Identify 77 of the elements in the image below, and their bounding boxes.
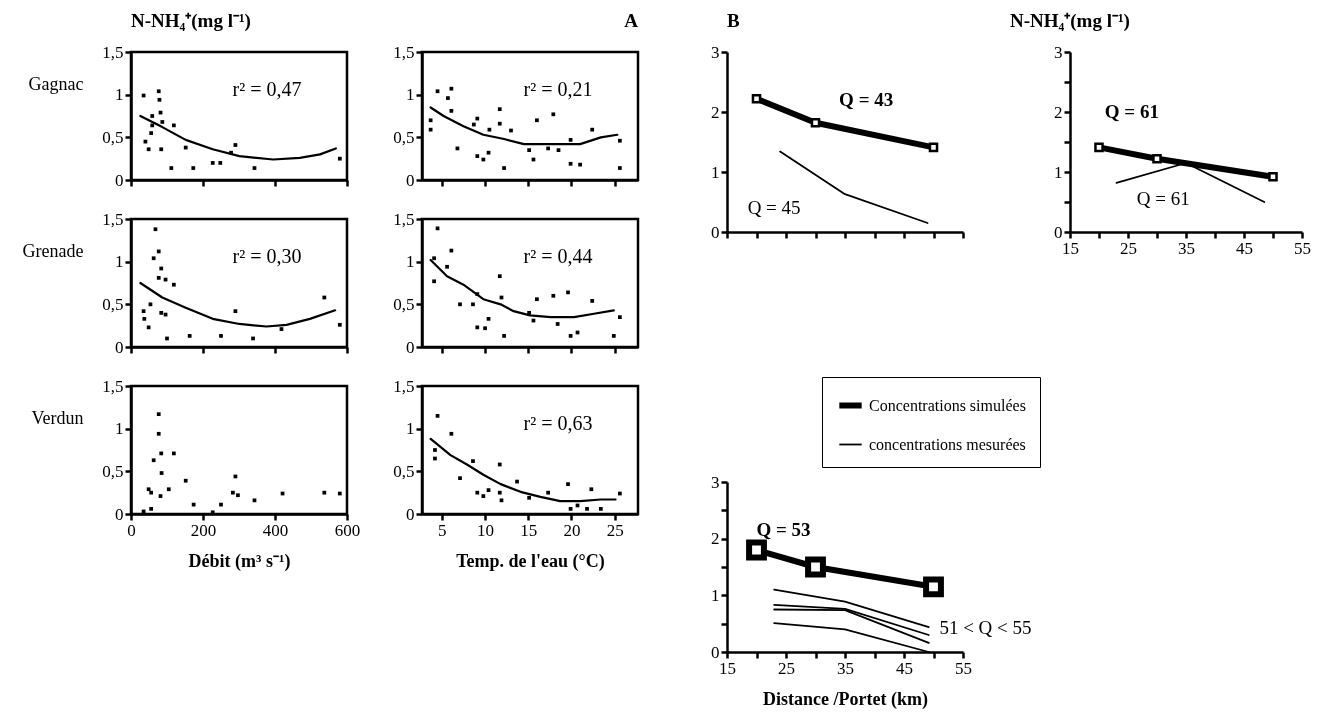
y-tick-label: 0,5 xyxy=(102,461,124,481)
x-tick-label: 15 xyxy=(520,520,538,540)
x-tick-label: 200 xyxy=(190,520,217,540)
x-tick-label: 25 xyxy=(606,520,624,540)
annotation: r² = 0,30 xyxy=(232,245,302,268)
x-tick-label: 55 xyxy=(955,658,972,678)
x-tick-label: 35 xyxy=(1178,238,1195,258)
x-tick-label: 45 xyxy=(1236,238,1253,258)
y-tick-label: 0,5 xyxy=(102,127,124,147)
y-tick-label: 2 xyxy=(711,529,720,549)
y-tick-label: 0,5 xyxy=(393,461,415,481)
y-tick-label: 3 xyxy=(711,42,720,62)
x-axis-title: Débit (m³ s⁻¹) xyxy=(188,550,291,572)
chart-title: B xyxy=(727,10,740,31)
x-axis-title: Temp. de l'eau (°C) xyxy=(456,550,605,572)
annotation: r² = 0,44 xyxy=(523,245,593,268)
y-tick-label: 1,5 xyxy=(393,376,415,396)
annotation: 51 < Q < 55 xyxy=(939,617,1032,639)
y-tick-label: 1,5 xyxy=(102,42,124,62)
annotation: Q = 53 xyxy=(756,519,811,541)
y-tick-label: 1 xyxy=(406,252,415,272)
y-tick-label: 0 xyxy=(406,504,415,524)
x-tick-label: 600 xyxy=(334,520,361,540)
annotation: Q = 61 xyxy=(1136,188,1190,210)
legend-label: concentrations mesurées xyxy=(869,435,1026,453)
annotation: Q = 43 xyxy=(839,89,894,111)
y-tick-label: 0 xyxy=(406,337,415,357)
y-tick-label: 0 xyxy=(711,222,720,242)
y-tick-label: 0,5 xyxy=(393,127,415,147)
x-tick-label: 400 xyxy=(262,520,289,540)
y-tick-label: 1 xyxy=(711,162,720,182)
y-tick-label: 1 xyxy=(711,585,720,605)
legend-label: Concentrations simulées xyxy=(869,396,1026,414)
y-tick-label: 0,5 xyxy=(102,294,124,314)
y-tick-label: 1 xyxy=(1054,162,1063,182)
y-tick-label: 0 xyxy=(115,337,124,357)
y-tick-label: 1 xyxy=(406,419,415,439)
y-tick-label: 3 xyxy=(711,472,720,492)
y-tick-label: 0,5 xyxy=(393,294,415,314)
y-tick-label: 3 xyxy=(1054,42,1063,62)
x-tick-label: 20 xyxy=(563,520,581,540)
y-tick-label: 1,5 xyxy=(102,376,124,396)
x-axis-title: Distance /Portet (km) xyxy=(763,688,928,710)
y-tick-label: 1,5 xyxy=(393,42,415,62)
x-tick-label: 25 xyxy=(778,658,795,678)
x-tick-label: 25 xyxy=(1120,238,1137,258)
x-tick-label: 35 xyxy=(837,658,854,678)
y-tick-label: 0 xyxy=(406,170,415,190)
y-tick-label: 1,5 xyxy=(102,209,124,229)
y-tick-label: 2 xyxy=(1054,102,1063,122)
chart-title: A xyxy=(624,10,639,31)
chart-title: N-NH₄⁺(mg l⁻¹) xyxy=(1010,10,1130,32)
y-tick-label: 1,5 xyxy=(393,209,415,229)
y-tick-label: 0 xyxy=(115,504,124,524)
x-tick-label: 15 xyxy=(1062,238,1079,258)
y-axis-title: Verdun xyxy=(31,407,84,428)
y-tick-label: 1 xyxy=(115,85,124,105)
y-tick-label: 0 xyxy=(711,642,720,662)
y-tick-label: 1 xyxy=(115,419,124,439)
y-tick-label: 1 xyxy=(115,252,124,272)
x-tick-label: 15 xyxy=(719,658,736,678)
chart-title: N-NH₄⁺(mg l⁻¹) xyxy=(131,10,251,32)
x-tick-label: 10 xyxy=(477,520,495,540)
annotation: r² = 0,21 xyxy=(523,78,593,101)
y-axis-title: Grenade xyxy=(22,240,84,261)
annotation: Q = 61 xyxy=(1104,100,1159,122)
x-tick-label: 55 xyxy=(1294,238,1311,258)
y-tick-label: 0 xyxy=(115,170,124,190)
annotation: r² = 0,63 xyxy=(523,412,593,435)
x-tick-label: 5 xyxy=(438,520,447,540)
y-axis-title: Gagnac xyxy=(28,73,84,94)
annotation: r² = 0,47 xyxy=(232,78,302,101)
y-tick-label: 0 xyxy=(1054,222,1063,242)
x-tick-label: 45 xyxy=(896,658,913,678)
annotation: Q = 45 xyxy=(747,197,801,219)
y-tick-label: 2 xyxy=(711,102,720,122)
y-tick-label: 1 xyxy=(406,85,415,105)
